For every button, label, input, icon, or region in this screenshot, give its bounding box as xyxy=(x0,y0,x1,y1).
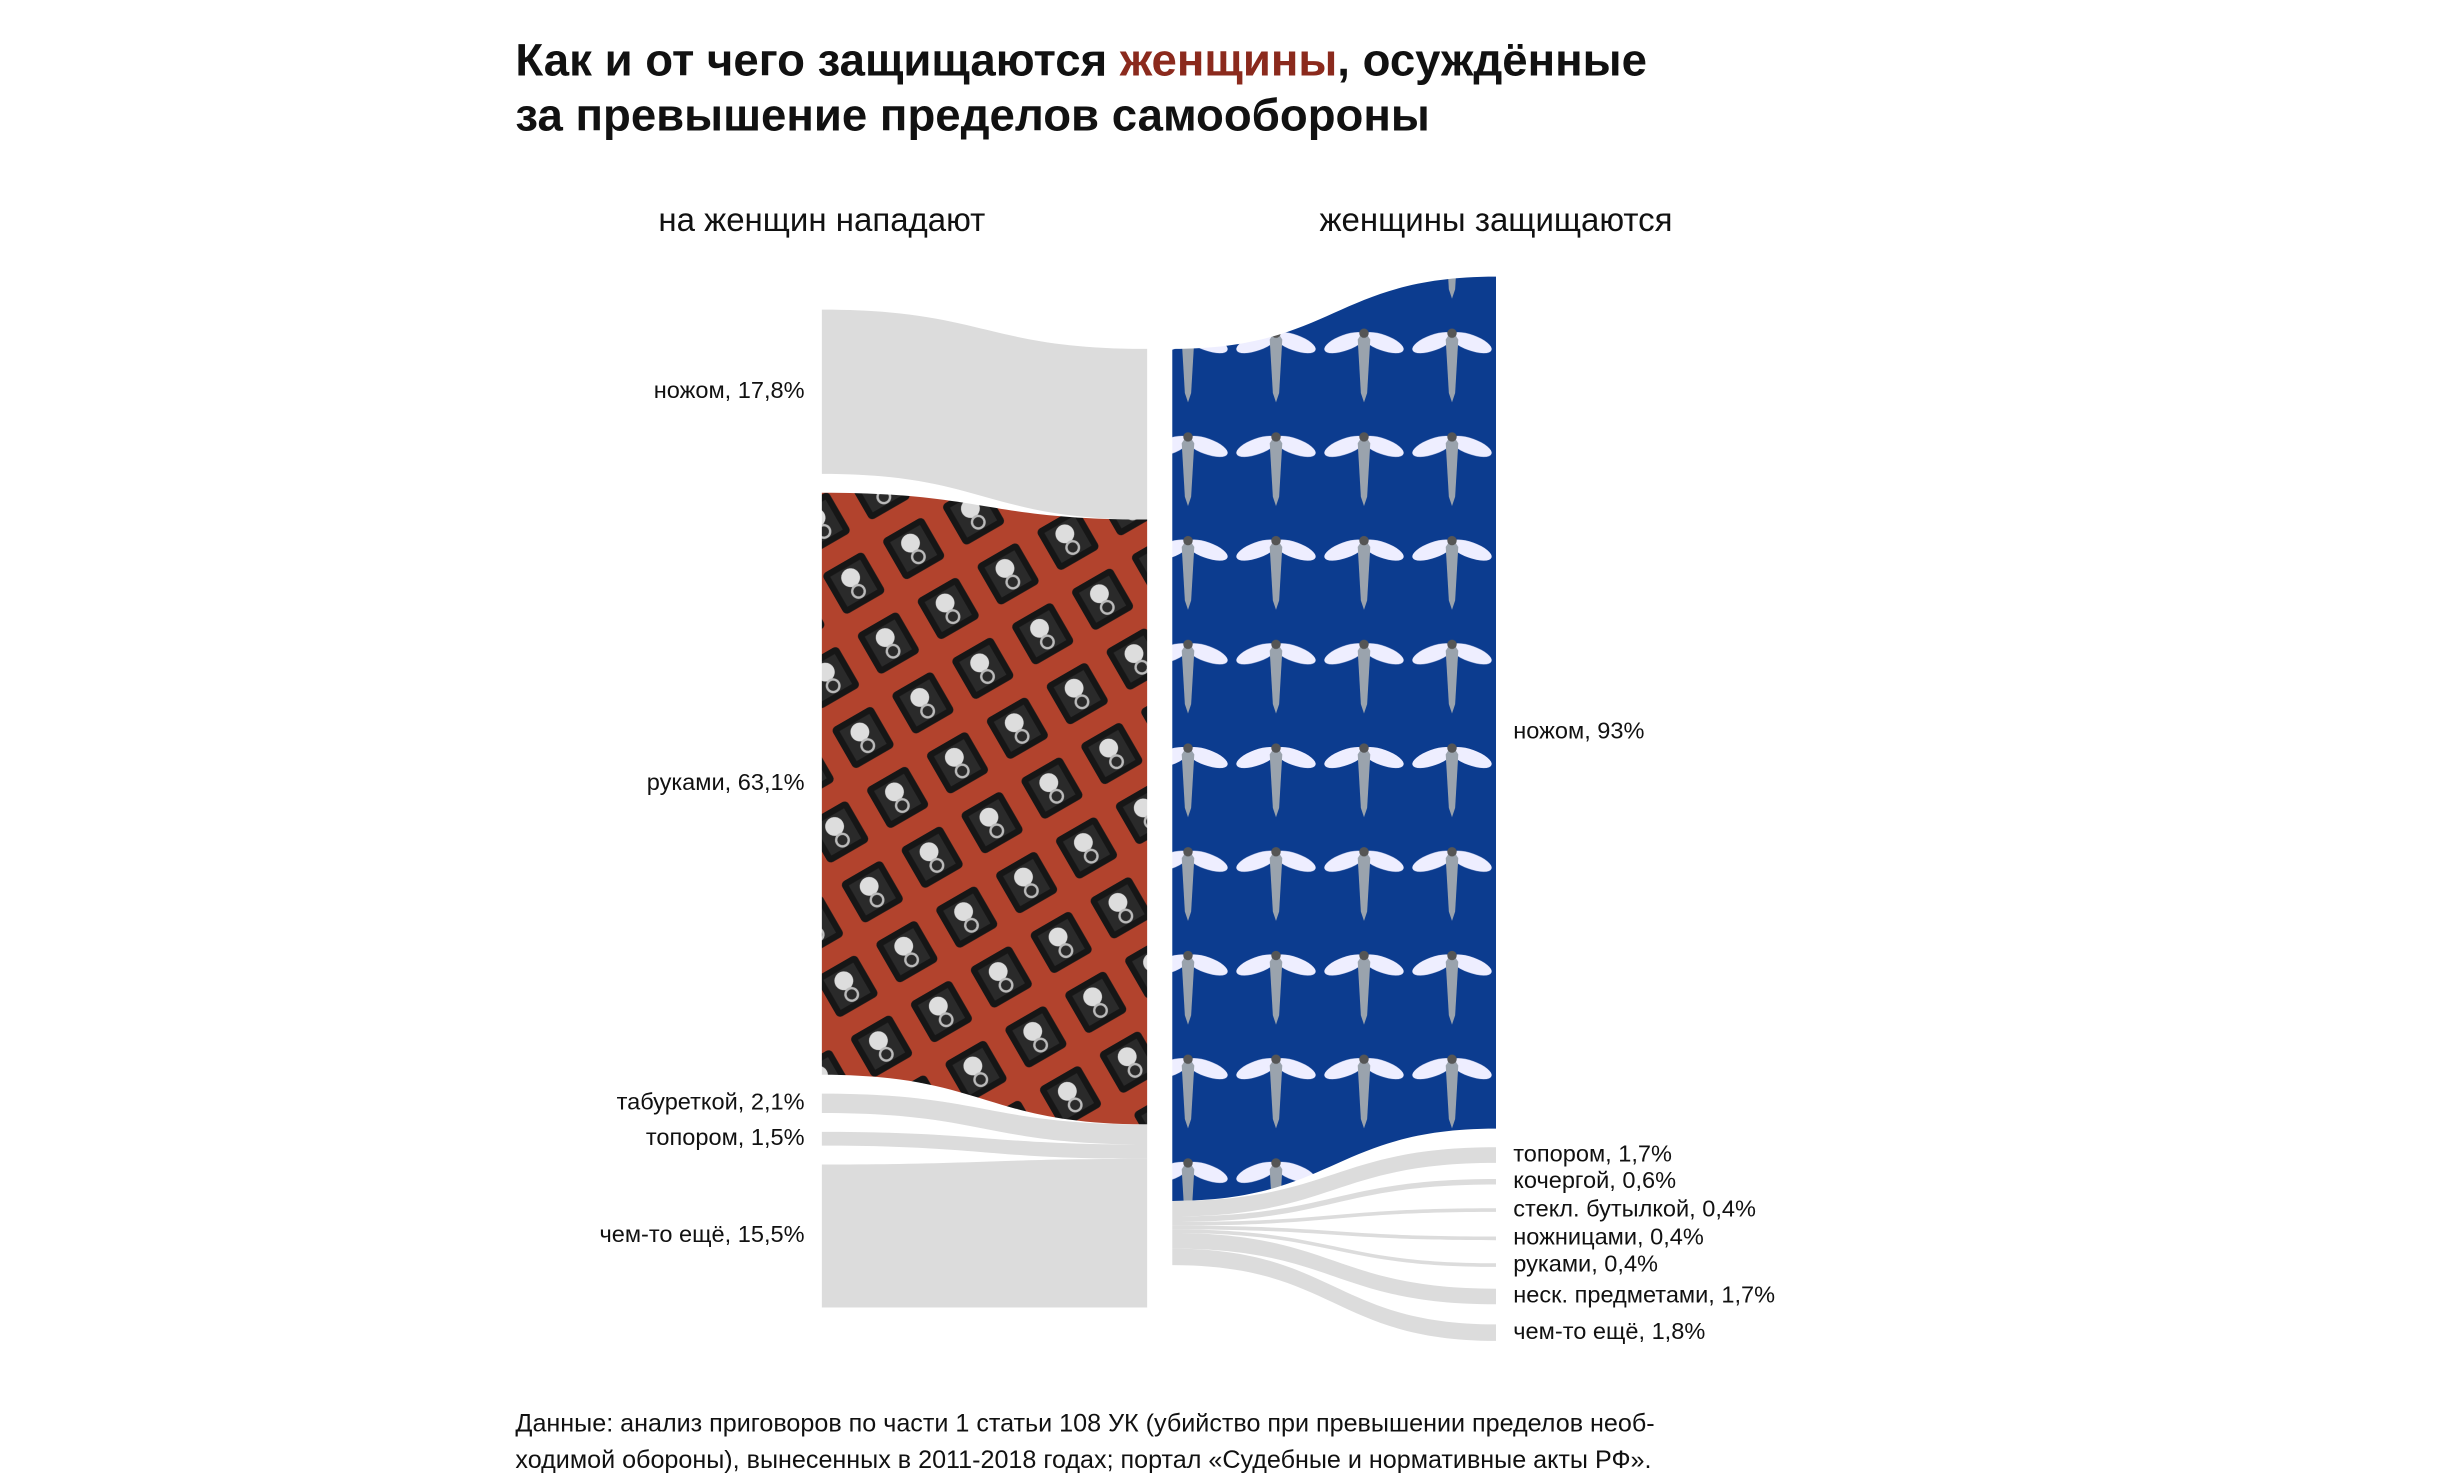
title-highlight: женщины xyxy=(1119,35,1337,86)
flow-label: стекл. бутылкой, 0,4% xyxy=(1513,1195,1756,1221)
flow xyxy=(1172,1179,1496,1223)
flow-label: топором, 1,7% xyxy=(1513,1140,1672,1166)
flow xyxy=(1172,1225,1496,1241)
column-header: женщины защищаются xyxy=(1319,201,1672,238)
flow xyxy=(1172,1248,1496,1341)
title-part: Как и от чего защищаются xyxy=(515,35,1119,86)
title-part: , осуждённые xyxy=(1337,35,1647,86)
footnote: Данные: анализ приговоров по части 1 ста… xyxy=(515,1410,1654,1438)
flow xyxy=(821,1093,1148,1145)
flow-label: руками, 63,1% xyxy=(647,769,805,795)
flow xyxy=(821,1131,1148,1159)
flow xyxy=(1172,1229,1496,1267)
column-header: на женщин нападают xyxy=(658,201,985,238)
flow xyxy=(1172,1208,1496,1226)
flow xyxy=(1172,276,1496,1201)
chart-title: за превышение пределов самообороны xyxy=(515,90,1429,141)
flow xyxy=(821,309,1148,520)
flow-label: топором, 1,5% xyxy=(646,1124,805,1150)
footnote: ходимой обороны), вынесенных в 2011-2018… xyxy=(515,1446,1651,1474)
chart-title: Как и от чего защищаются женщины, осуждё… xyxy=(515,35,1647,86)
flow-label: кочергой, 0,6% xyxy=(1513,1167,1676,1193)
flow xyxy=(821,492,1148,1125)
flow-label: ножом, 17,8% xyxy=(654,377,805,403)
flow-label: руками, 0,4% xyxy=(1513,1250,1658,1276)
flow xyxy=(1172,1147,1496,1217)
flow xyxy=(821,1158,1148,1308)
flow-label: ножом, 93% xyxy=(1513,718,1644,744)
flow-label: табуреткой, 2,1% xyxy=(617,1089,805,1115)
flow xyxy=(1172,1233,1496,1305)
flow-label: чем-то ещё, 1,8% xyxy=(1513,1318,1705,1344)
flow-label: неск. предметами, 1,7% xyxy=(1513,1282,1775,1308)
flow-label: ножницами, 0,4% xyxy=(1513,1224,1704,1250)
flow-label: чем-то ещё, 15,5% xyxy=(599,1221,804,1247)
